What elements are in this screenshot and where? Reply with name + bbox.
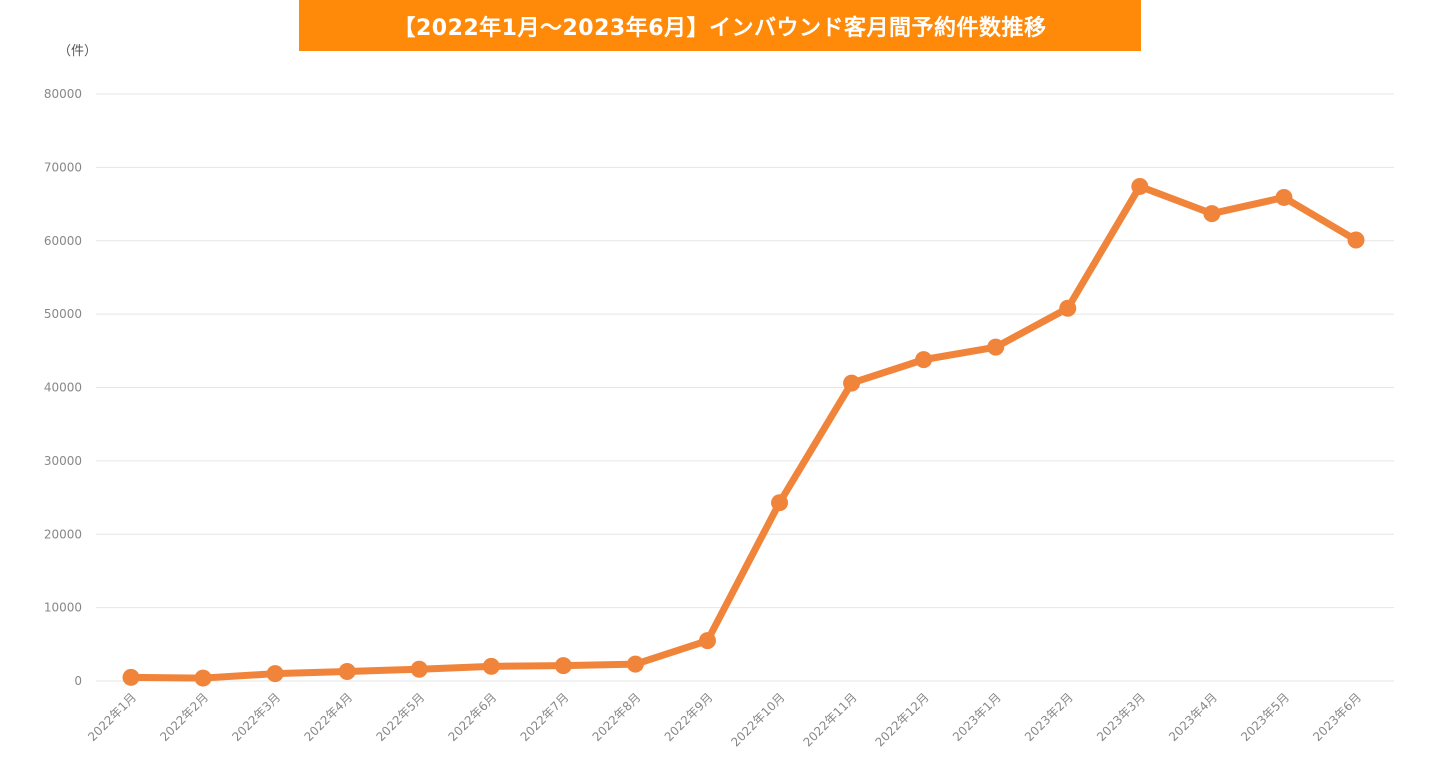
x-tick-label: 2022年10月 [728, 690, 787, 749]
data-point [626, 655, 644, 673]
x-tick-label: 2023年3月 [1094, 690, 1148, 744]
series-line-layer [127, 182, 1360, 682]
y-tick-label: 50000 [44, 307, 82, 321]
x-tick-label: 2022年7月 [518, 690, 572, 744]
y-tick-label: 10000 [44, 601, 82, 615]
x-tick-label: 2022年6月 [446, 690, 500, 744]
data-point [1059, 299, 1077, 317]
y-tick-label: 80000 [44, 87, 82, 101]
x-tick-label: 2023年4月 [1166, 690, 1220, 744]
x-tick-label: 2022年11月 [800, 690, 859, 749]
data-point [410, 660, 428, 678]
x-tick-label: 2023年2月 [1022, 690, 1076, 744]
data-point [194, 669, 212, 687]
data-point [1275, 188, 1293, 206]
x-axis-ticks: 2022年1月 2022年2月 2022年3月 2022年4月 2022年5月 2022年… [85, 690, 1364, 749]
y-tick-label: 30000 [44, 454, 82, 468]
x-tick-label: 2022年2月 [157, 690, 211, 744]
data-point [554, 657, 572, 675]
data-points [122, 177, 1365, 687]
data-point [771, 494, 789, 512]
y-tick-label: 20000 [44, 527, 82, 541]
x-tick-label: 2023年5月 [1238, 690, 1292, 744]
x-tick-label: 2022年8月 [590, 690, 644, 744]
x-tick-label: 2022年5月 [373, 690, 427, 744]
gridlines [96, 93, 1394, 682]
x-tick-label: 2022年4月 [301, 690, 355, 744]
data-point [1347, 231, 1365, 249]
data-point [843, 374, 861, 392]
x-tick-label: 2022年12月 [873, 690, 932, 749]
y-tick-label: 40000 [44, 381, 82, 395]
data-point [1203, 205, 1221, 223]
y-tick-label: 70000 [44, 160, 82, 174]
data-point [266, 665, 284, 683]
data-point [698, 632, 716, 650]
x-tick-label: 2022年9月 [662, 690, 716, 744]
x-tick-label: 2023年1月 [950, 690, 1004, 744]
y-tick-label: 60000 [44, 234, 82, 248]
y-axis-unit-label: （件） [58, 44, 98, 59]
y-axis-ticks: 0 10000 20000 30000 40000 50000 60000 70000 8000… [44, 87, 82, 688]
data-point [987, 338, 1005, 356]
data-point [915, 351, 933, 369]
series-line [127, 182, 1360, 682]
x-tick-label: 2023年6月 [1310, 690, 1364, 744]
data-point [1131, 177, 1149, 195]
data-point [122, 668, 140, 686]
x-tick-label: 2022年3月 [229, 690, 283, 744]
y-tick-label: 0 [74, 674, 82, 688]
data-point [482, 657, 500, 675]
x-tick-label: 2022年1月 [85, 690, 139, 744]
data-point [338, 662, 356, 680]
chart-title: 【2022年1月～2023年6月】インバウンド客月間予約件数推移 [299, 0, 1141, 51]
